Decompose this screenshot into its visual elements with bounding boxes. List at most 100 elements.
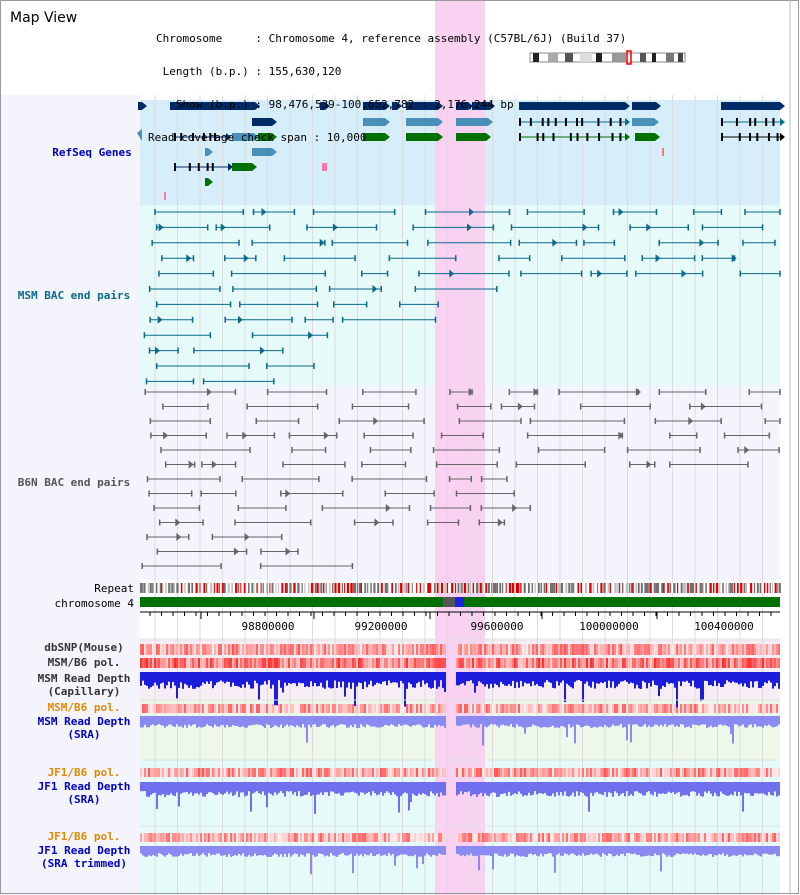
msm-pol-cell <box>390 658 392 668</box>
gene-arrow <box>625 102 630 110</box>
repeat-mark <box>297 583 300 593</box>
jf1-depth-trim-bar <box>754 846 756 854</box>
msm-depth-sra-bar <box>200 716 202 728</box>
jf1-pol-cell <box>766 768 768 777</box>
msm-depth-cap-bar <box>372 672 374 687</box>
track-label-msm-b6-pol-sra[interactable]: MSM/B6 pol. <box>47 701 121 714</box>
gene-exon <box>754 118 757 126</box>
jf1-pol-trim-cell <box>422 833 424 842</box>
dbsnp-cell <box>432 644 434 655</box>
jf1-pol-cell <box>270 768 272 777</box>
msm-pol-sra-cell <box>436 704 438 713</box>
dbsnp-cell <box>580 644 582 655</box>
track-label-jf1-depth-trim[interactable]: JF1 Read Depth (SRA trimmed) <box>37 844 131 870</box>
track-label-msm-depth-capillary[interactable]: MSM Read Depth (Capillary) <box>37 672 131 698</box>
track-label-msm-depth-sra[interactable]: MSM Read Depth (SRA) <box>37 715 131 741</box>
msm-pol-sra-cell <box>186 704 188 713</box>
track-label-refseq[interactable]: RefSeq Genes <box>52 146 132 159</box>
refseq-gene <box>363 102 385 110</box>
msm-depth-sra-bar <box>682 716 684 725</box>
track-label-jf1-b6-pol-trim[interactable]: JF1/B6 pol. <box>47 830 121 843</box>
track-label-msm-bac[interactable]: MSM BAC end pairs <box>17 289 131 302</box>
jf1-depth-sra-bar <box>522 782 524 797</box>
jf1-depth-trim-bar <box>526 846 528 857</box>
jf1-depth-trim-bar <box>342 846 344 854</box>
msm-depth-sra-bar <box>568 716 570 725</box>
msm-depth-cap-bar <box>482 672 484 685</box>
jf1-depth-sra-bar <box>320 782 322 793</box>
dbsnp-cell <box>396 644 398 655</box>
track-label-msm-b6-pol[interactable]: MSM/B6 pol. <box>47 656 121 669</box>
dbsnp-cell <box>526 644 528 655</box>
repeat-mark <box>357 583 359 593</box>
msm-pol-cell <box>140 658 142 668</box>
dbsnp-cell <box>268 644 270 655</box>
repeat-mark <box>262 583 264 593</box>
repeat-mark <box>142 583 144 593</box>
track-label-b6n-bac[interactable]: B6N BAC end pairs <box>17 476 131 489</box>
dbsnp-cell <box>332 644 334 655</box>
gene-arrow <box>385 118 390 126</box>
msm-depth-cap-bar <box>202 672 204 683</box>
refseq-gene <box>205 148 208 156</box>
msm-pol-sra-cell <box>562 704 564 713</box>
msm-depth-sra-bar <box>168 716 170 725</box>
track-label-jf1-b6-pol[interactable]: JF1/B6 pol. <box>47 766 121 779</box>
jf1-depth-trim-bar <box>492 846 494 870</box>
msm-pol-sra-cell <box>686 704 688 713</box>
gene-exon <box>569 133 572 141</box>
track-label-dbsnp[interactable]: dbSNP(Mouse) <box>44 641 124 654</box>
jf1-pol-trim-cell <box>246 833 248 842</box>
repeat-mark <box>687 583 689 593</box>
jf1-pol-cell <box>508 768 510 777</box>
jf1-depth-trim-bar <box>142 846 144 856</box>
jf1-pol-cell <box>514 768 516 777</box>
jf1-depth-sra-bar <box>636 782 638 792</box>
track-label-jf1-depth-sra[interactable]: JF1 Read Depth (SRA) <box>37 780 131 806</box>
jf1-depth-sra-bar <box>514 782 516 794</box>
bac-end-marker <box>466 223 472 232</box>
jf1-pol-trim-cell <box>380 833 382 842</box>
jf1-pol-trim-cell <box>172 833 174 842</box>
dbsnp-cell <box>736 644 738 655</box>
jf1-depth-sra-bar <box>486 782 488 796</box>
jf1-pol-cell <box>400 768 402 777</box>
repeat-mark <box>173 583 176 593</box>
msm-depth-sra-bar <box>742 716 744 725</box>
msm-pol-cell <box>424 658 426 668</box>
jf1-depth-sra-bar <box>696 782 698 796</box>
repeat-mark <box>649 583 652 593</box>
jf1-depth-sra-bar <box>344 782 346 793</box>
msm-depth-cap-bar <box>774 672 776 687</box>
msm-pol-sra-cell <box>182 704 184 713</box>
jf1-pol-trim-cell <box>596 833 598 842</box>
jf1-depth-sra-bar <box>354 782 356 793</box>
msm-pol-cell <box>754 658 756 668</box>
jf1-pol-cell <box>304 768 306 777</box>
msm-depth-cap-bar <box>688 672 690 683</box>
msm-pol-sra-cell <box>334 704 336 713</box>
msm-pol-cell <box>548 658 550 668</box>
msm-depth-cap-bar <box>678 672 680 682</box>
msm-pol-cell <box>208 658 210 668</box>
jf1-depth-sra-bar <box>212 782 214 794</box>
msm-depth-cap-bar <box>410 672 412 685</box>
msm-depth-cap-bar <box>514 672 516 689</box>
jf1-depth-trim-bar <box>670 846 672 857</box>
jf1-depth-trim-bar <box>694 846 696 854</box>
msm-depth-sra-bar <box>604 716 606 725</box>
msm-depth-cap-bar <box>562 672 564 681</box>
dbsnp-cell <box>364 644 366 655</box>
jf1-depth-trim-bar <box>260 846 262 856</box>
msm-depth-cap-bar <box>238 672 240 687</box>
dbsnp-cell <box>202 644 204 655</box>
jf1-depth-sra-bar <box>190 782 192 793</box>
msm-pol-sra-cell <box>234 704 236 713</box>
msm-pol-cell <box>774 658 776 668</box>
msm-pol-sra-cell <box>752 704 754 713</box>
jf1-pol-cell <box>524 768 526 777</box>
gene-exon <box>619 133 622 141</box>
msm-depth-sra-bar <box>178 716 180 727</box>
dbsnp-cell <box>444 644 446 655</box>
